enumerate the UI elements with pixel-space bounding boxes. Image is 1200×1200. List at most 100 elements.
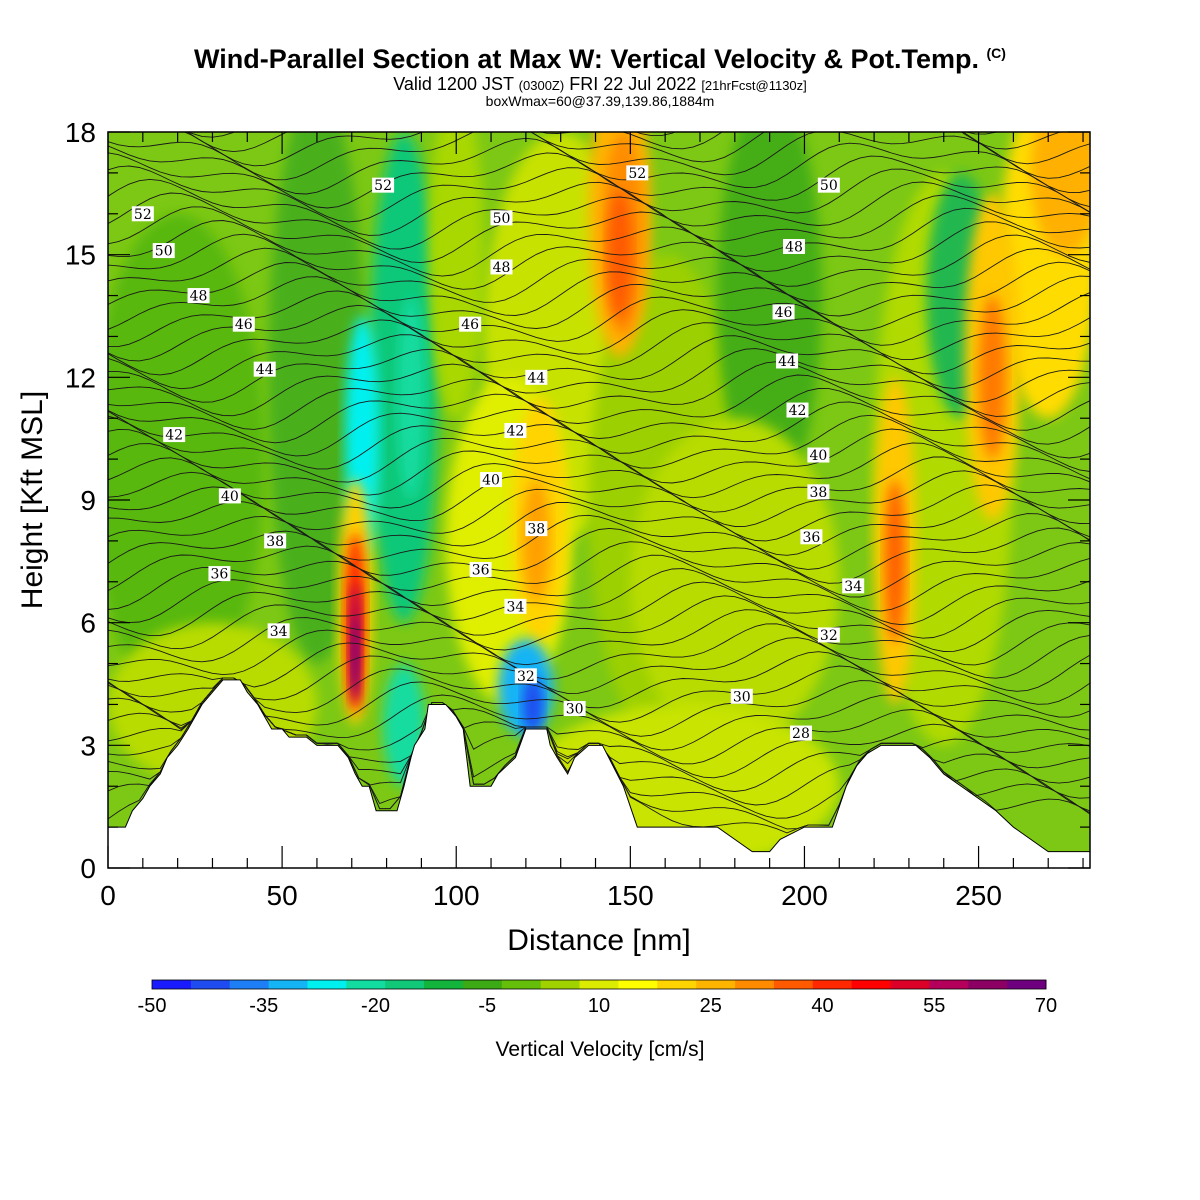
contour-label: 28 xyxy=(789,725,812,742)
colorbar-swatch xyxy=(579,980,619,989)
svg-text:38: 38 xyxy=(809,485,827,501)
colorbar-tick-label: -20 xyxy=(361,995,390,1017)
contour-label: 32 xyxy=(817,627,840,644)
svg-text:40: 40 xyxy=(482,473,500,489)
colorbar-swatch xyxy=(462,980,503,989)
box-info: boxWmax=60@37.39,139.86,1884m xyxy=(485,93,715,109)
y-tick-label: 3 xyxy=(80,730,96,761)
contour-label: 46 xyxy=(459,316,482,333)
colorbar-tick-label: -5 xyxy=(478,995,496,1017)
contour-line xyxy=(108,401,1090,459)
contour-line xyxy=(108,541,1090,598)
velocity-cell xyxy=(884,479,906,644)
colorbar-tick-label: 40 xyxy=(811,995,833,1017)
title-text: Wind-Parallel Section at Max W: Vertical… xyxy=(194,44,979,74)
contour-label: 34 xyxy=(504,598,527,615)
colorbar-swatch xyxy=(773,980,814,989)
contour-line xyxy=(108,623,1090,680)
svg-text:36: 36 xyxy=(211,567,229,583)
contour-line xyxy=(108,334,1090,390)
colorbar-swatch xyxy=(152,980,192,989)
svg-text:52: 52 xyxy=(134,207,152,223)
colorbar-swatch xyxy=(229,980,270,989)
contour-label: 48 xyxy=(187,288,210,305)
colorbar-tick-label: 70 xyxy=(1035,995,1057,1017)
contour-line xyxy=(108,595,1090,652)
svg-text:34: 34 xyxy=(507,599,525,615)
colorbar-swatch xyxy=(346,980,386,989)
valid-zulu: (0300Z) xyxy=(518,78,565,93)
svg-text:42: 42 xyxy=(789,403,807,419)
colorbar-tick-label: 10 xyxy=(588,995,610,1017)
x-tick-label: 200 xyxy=(781,880,828,911)
colorbar-swatch xyxy=(851,980,892,989)
colorbar-label: Vertical Velocity [cm/s] xyxy=(495,1038,705,1061)
svg-text:40: 40 xyxy=(221,489,239,505)
svg-text:40: 40 xyxy=(809,448,827,464)
velocity-cell xyxy=(522,479,551,603)
y-axis-label: Height [Kft MSL] xyxy=(16,391,49,609)
x-tick-label: 50 xyxy=(267,880,298,911)
contour-label: 36 xyxy=(469,562,492,579)
svg-text:30: 30 xyxy=(566,702,584,718)
colorbar-swatch xyxy=(968,980,1008,989)
contour-label: 40 xyxy=(480,472,503,489)
svg-text:44: 44 xyxy=(778,354,796,370)
contour-label: 44 xyxy=(525,369,548,386)
contour-line xyxy=(108,581,1090,639)
chart-title: Wind-Parallel Section at Max W: Vertical… xyxy=(0,44,1200,75)
contour-label: 30 xyxy=(563,701,586,718)
copyright-mark: (C) xyxy=(986,45,1006,61)
contour-label: 38 xyxy=(264,533,287,550)
y-tick-label: 0 xyxy=(80,853,96,884)
svg-text:36: 36 xyxy=(472,563,490,579)
colorbar-swatch xyxy=(501,980,542,989)
svg-text:52: 52 xyxy=(628,166,646,182)
contour-line xyxy=(108,261,1090,317)
svg-text:42: 42 xyxy=(507,423,525,439)
svg-text:50: 50 xyxy=(155,244,173,260)
contour-line xyxy=(108,470,1090,527)
contour-label: 48 xyxy=(783,238,806,255)
contour-label: 38 xyxy=(807,484,830,501)
svg-text:48: 48 xyxy=(493,260,511,276)
contour-line xyxy=(108,484,1090,542)
svg-text:44: 44 xyxy=(527,370,545,386)
contour-label: 40 xyxy=(218,488,241,505)
colorbar-swatch xyxy=(268,980,308,989)
contour-label: 30 xyxy=(730,688,753,705)
svg-text:34: 34 xyxy=(844,579,862,595)
colorbar-swatch xyxy=(540,980,581,989)
colorbar-swatch xyxy=(929,980,969,989)
colorbar-swatch xyxy=(385,980,425,989)
colorbar-swatch xyxy=(190,980,231,989)
contour-line xyxy=(108,192,1090,250)
colorbar-tick-label: -35 xyxy=(249,995,278,1017)
contour-label: 50 xyxy=(490,210,513,227)
velocity-cell xyxy=(351,614,359,697)
colorbar-swatch xyxy=(812,980,853,989)
contour-label: 50 xyxy=(152,243,175,260)
y-tick-label: 9 xyxy=(80,485,96,516)
contour-label: 42 xyxy=(163,427,186,444)
y-tick-label: 15 xyxy=(65,240,96,271)
contour-label: 34 xyxy=(267,623,290,640)
svg-text:28: 28 xyxy=(792,726,810,742)
contour-line xyxy=(108,206,1090,264)
contour-line xyxy=(108,513,1090,570)
contour-line xyxy=(108,220,1090,277)
contour-line xyxy=(108,178,1090,236)
colorbar-swatch xyxy=(307,980,347,989)
contour-line xyxy=(108,247,1090,303)
svg-text:44: 44 xyxy=(256,362,274,378)
contour-label: 48 xyxy=(490,259,513,276)
contour-line xyxy=(108,304,1090,362)
svg-text:46: 46 xyxy=(775,305,793,321)
contour-label: 36 xyxy=(208,566,231,583)
contour-label: 36 xyxy=(800,529,823,546)
contour-line xyxy=(108,388,1090,445)
svg-text:46: 46 xyxy=(461,317,479,333)
contour-label: 44 xyxy=(776,353,799,370)
svg-text:38: 38 xyxy=(266,534,284,550)
